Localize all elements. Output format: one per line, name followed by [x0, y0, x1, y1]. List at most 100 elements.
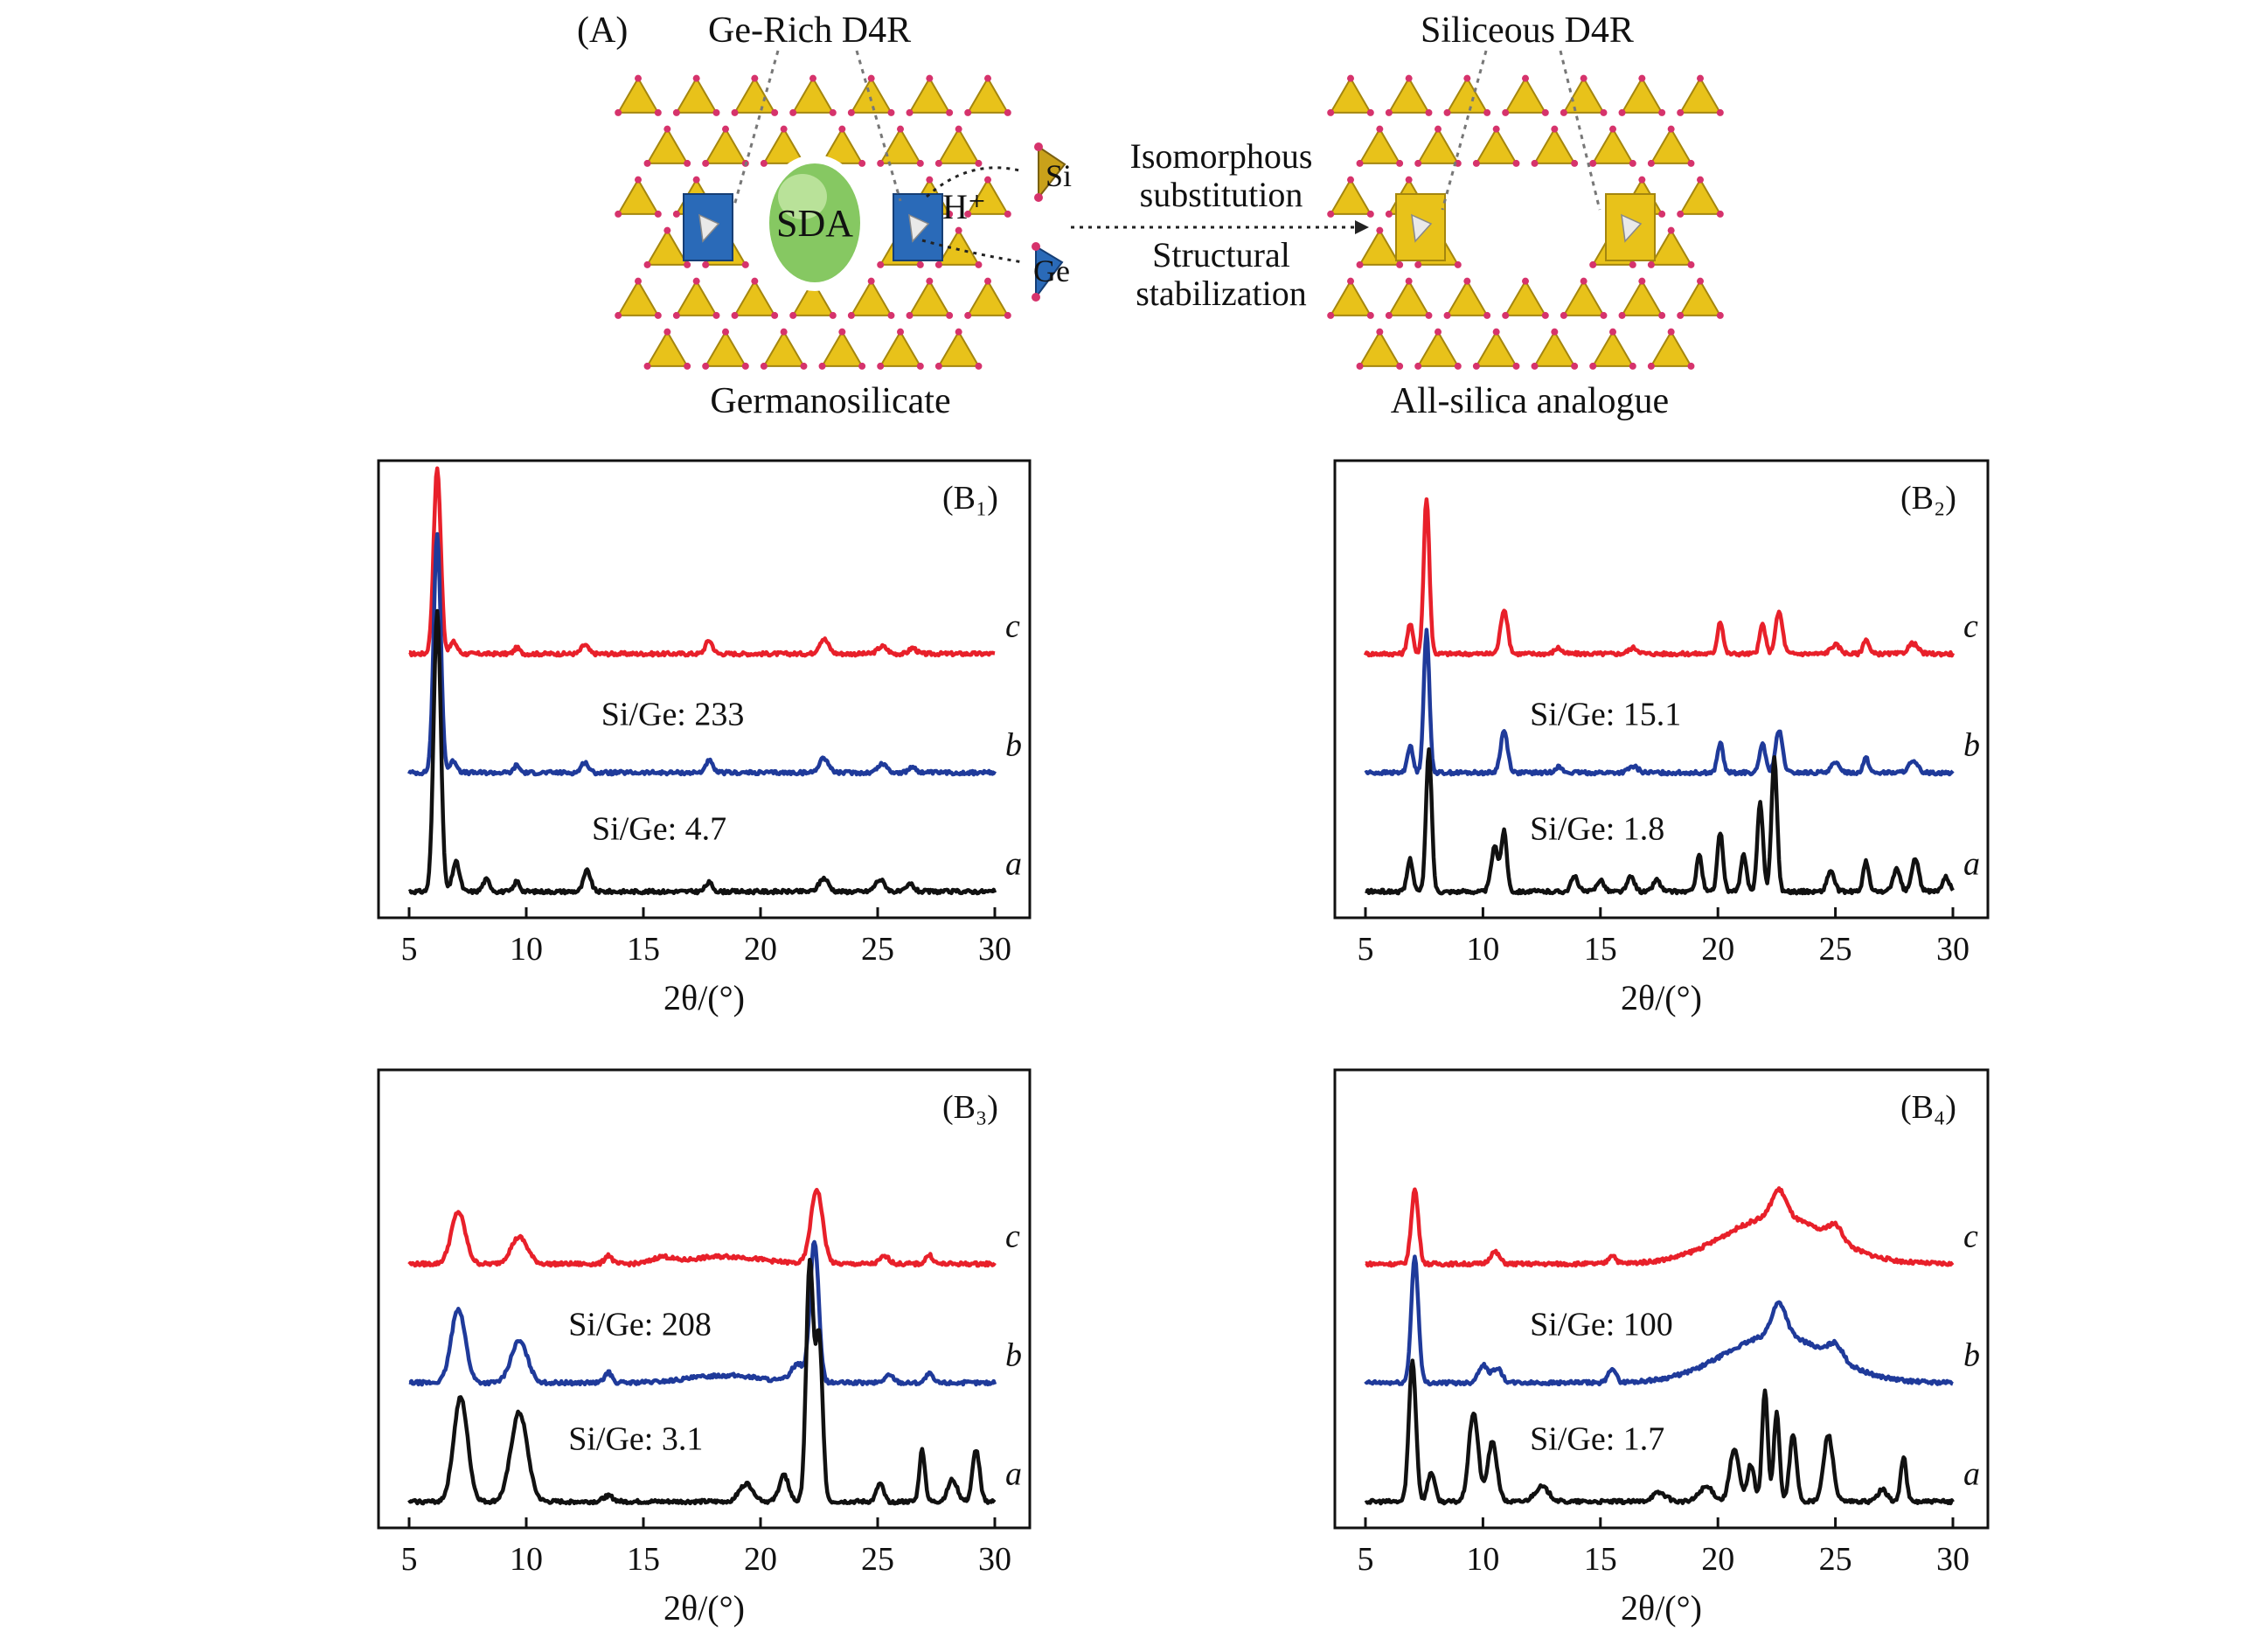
oxygen-atom — [897, 328, 904, 336]
si-ge-ratio-annotation: Si/Ge: 208 — [568, 1307, 712, 1343]
x-tick-label: 5 — [1358, 1541, 1374, 1578]
x-axis-label: 2θ/(°) — [1621, 1588, 1702, 1628]
oxygen-atom — [751, 74, 759, 82]
label-leader-lines — [733, 50, 1601, 211]
oxygen-atom — [1396, 260, 1404, 268]
panel-label: (B₂) — [1900, 480, 1956, 517]
si-tetrahedron — [762, 330, 806, 367]
oxygen-atom — [1502, 311, 1510, 319]
si-ge-ratio-annotation: Si/Ge: 1.7 — [1530, 1421, 1664, 1458]
oxygen-atom — [877, 362, 885, 370]
oxygen-atom — [809, 74, 816, 82]
si-tetrahedron — [675, 279, 719, 316]
series-line-b — [406, 531, 997, 777]
oxygen-atom — [1677, 210, 1685, 218]
oxygen-atom — [1618, 108, 1626, 116]
si-tetrahedron — [1445, 279, 1489, 316]
series-line-c — [1363, 496, 1956, 658]
si-tetrahedron — [1445, 76, 1489, 114]
oxygen-atom — [934, 159, 942, 167]
oxygen-atom — [663, 226, 671, 234]
series-line-a — [1364, 1358, 1955, 1506]
oxygen-atom — [1589, 260, 1597, 268]
oxygen-atom — [867, 277, 875, 285]
x-axis-label: 2θ/(°) — [1621, 978, 1702, 1017]
oxygen-atom — [1376, 226, 1384, 234]
oxygen-atom — [1425, 311, 1433, 319]
si-tetrahedron — [820, 127, 864, 164]
si-tetrahedron — [616, 177, 660, 215]
oxygen-atom — [877, 159, 885, 167]
si-tetrahedron — [937, 228, 981, 266]
series-line-b — [1364, 1254, 1954, 1387]
series-label-c: c — [1005, 1218, 1020, 1254]
oxygen-atom — [897, 125, 904, 133]
oxygen-atom — [829, 108, 837, 116]
si-ge-ratio-annotation: Si/Ge: 3.1 — [568, 1421, 703, 1458]
oxygen-atom — [1638, 176, 1646, 184]
oxygen-atom — [702, 362, 710, 370]
si-tetrahedron — [907, 76, 951, 114]
si-tetrahedron — [907, 279, 951, 316]
oxygen-atom — [955, 226, 962, 234]
si-tetrahedron — [791, 76, 835, 114]
oxygen-atom — [838, 328, 846, 336]
si-tetrahedron — [1532, 330, 1576, 367]
series-label-b: b — [1963, 726, 1980, 763]
series-line-c — [408, 466, 996, 658]
si-tetrahedron — [675, 76, 719, 114]
oxygen-atom — [1716, 210, 1724, 218]
oxygen-atom — [1435, 125, 1442, 133]
oxygen-atom — [684, 159, 691, 167]
si-tetrahedron — [937, 127, 981, 164]
d4r-cube-icon — [908, 213, 930, 243]
si-tetrahedron — [645, 330, 689, 367]
x-tick-label: 15 — [627, 1541, 660, 1578]
oxygen-atom — [975, 260, 983, 268]
oxygen-atom — [867, 74, 875, 82]
oxygen-atom — [702, 159, 710, 167]
series-label-b: b — [1005, 1336, 1022, 1373]
oxygen-atom — [672, 210, 680, 218]
ge-rich-d4r-label: Ge-Rich D4R — [708, 10, 911, 51]
oxygen-atom — [684, 362, 691, 370]
oxygen-atom — [906, 311, 914, 319]
panel-label: (B₃) — [942, 1089, 998, 1126]
oxygen-atom — [934, 260, 942, 268]
si-tetrahedron — [1504, 279, 1547, 316]
all-silica-caption: All-silica analogue — [1391, 381, 1669, 421]
schematic-panel-a: (A) Ge-Rich D4R Siliceous D4R SDA H⁺ — [577, 10, 1724, 421]
oxygen-atom — [1376, 125, 1384, 133]
oxygen-atom — [1647, 362, 1655, 370]
si-tetrahedron — [791, 279, 835, 316]
oxygen-atom — [1697, 74, 1704, 82]
sda-molecule: SDA — [761, 155, 869, 291]
oxygen-atom — [1560, 108, 1567, 116]
si-tetrahedron — [1358, 228, 1401, 266]
xrd-panel-b4: (B₄) 5 10 15 20 25 30 2θ/(°) c b a Si/Ge: 100 Si/Ge:… — [1333, 1068, 1990, 1628]
oxygen-atom — [1347, 277, 1354, 285]
xrd-panel-b2: (B₂) 5 10 15 20 25 30 2θ/(°) c b a Si/Ge: 15.1 Si/Ge… — [1333, 459, 1990, 1017]
oxygen-atom — [1687, 362, 1695, 370]
all-silica-framework-image — [1327, 74, 1724, 370]
oxygen-atom — [1687, 260, 1695, 268]
oxygen-atom — [654, 108, 662, 116]
oxygen-atom — [838, 125, 846, 133]
oxygen-atom — [1609, 328, 1616, 336]
arrow-text-substitution: substitution — [1140, 175, 1303, 214]
x-tick-label: 30 — [1936, 1541, 1970, 1578]
oxygen-atom — [964, 311, 972, 319]
oxygen-atom — [1667, 125, 1675, 133]
oxygen-atom — [643, 362, 651, 370]
oxygen-atom — [964, 108, 972, 116]
oxygen-atom — [760, 362, 768, 370]
series-label-c: c — [1005, 607, 1020, 644]
plot-frame — [377, 1068, 1032, 1530]
oxygen-atom — [789, 311, 797, 319]
oxygen-atom — [1004, 311, 1011, 319]
oxygen-atom — [818, 362, 826, 370]
sda-label: SDA — [776, 202, 853, 245]
oxygen-atom — [654, 210, 662, 218]
x-tick-label: 15 — [1584, 1541, 1617, 1578]
